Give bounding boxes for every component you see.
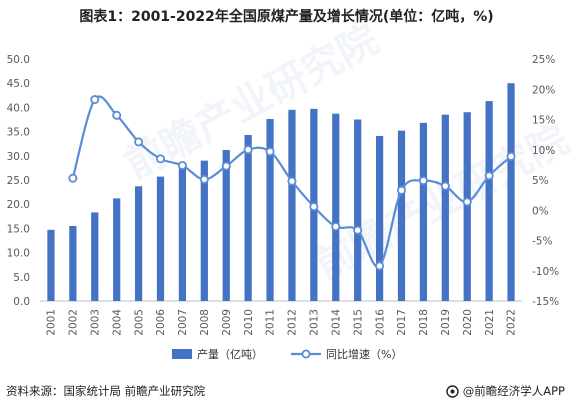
brand-logo-icon <box>446 384 459 398</box>
x-tick-label: 2008 <box>199 309 211 336</box>
bar-production <box>69 225 77 301</box>
growth-point <box>112 110 122 120</box>
bar-production <box>47 229 55 301</box>
legend-line-marker <box>301 349 311 359</box>
bar-production <box>332 113 340 301</box>
chart-canvas: 0.0 5.0 10.0 15.0 20.0 25.0 30.0 35.0 40.0 45.0 50… <box>7 54 560 361</box>
y-right-tick-label: 5% <box>532 175 549 187</box>
x-tick-label: 2002 <box>68 309 80 336</box>
y-left-tick-label: 50.0 <box>7 54 30 66</box>
y-left-tick-label: 0.0 <box>13 296 30 308</box>
growth-point <box>506 151 516 161</box>
bar-production <box>222 149 230 301</box>
growth-point <box>484 171 494 181</box>
x-tick-label: 2001 <box>46 309 58 336</box>
x-tick-label: 2021 <box>484 309 496 336</box>
bar-production <box>463 112 471 302</box>
bar-production <box>156 176 165 301</box>
growth-point <box>309 202 319 212</box>
bar-production <box>507 83 515 301</box>
bar-production <box>354 119 362 301</box>
bar-production <box>266 119 274 302</box>
growth-point <box>243 145 253 155</box>
growth-point <box>177 160 187 170</box>
chart-title: 图表1：2001-2022年全国原煤产量及增长情况(单位：亿吨，%) <box>79 9 494 25</box>
y-left-tick-label: 45.0 <box>7 78 30 90</box>
growth-point <box>331 222 341 232</box>
growth-point <box>265 147 275 157</box>
x-tick-label: 2016 <box>374 309 386 336</box>
y-right-tick-label: -10% <box>532 266 559 278</box>
x-tick-label: 2022 <box>506 309 518 336</box>
y-right-tick-label: 15% <box>532 115 555 127</box>
x-tick-label: 2020 <box>462 309 474 336</box>
bar-production <box>91 212 99 301</box>
bar-production <box>397 130 406 301</box>
x-tick-label: 2005 <box>133 309 145 336</box>
x-tick-label: 2015 <box>352 309 364 336</box>
bar-production <box>288 109 296 301</box>
x-tick-label: 2012 <box>287 309 299 336</box>
x-tick-label: 2006 <box>155 309 167 336</box>
x-tick-label: 2019 <box>440 309 452 336</box>
y-right-tick-label: -15% <box>532 296 559 308</box>
bar-production <box>178 167 187 301</box>
growth-point <box>199 174 209 184</box>
x-tick-label: 2007 <box>177 309 189 336</box>
growth-point <box>68 173 78 183</box>
y-left-tick-label: 40.0 <box>7 102 30 114</box>
x-tick-label: 2003 <box>89 309 101 336</box>
growth-point <box>462 197 472 207</box>
y-right-tick-label: 0% <box>532 205 549 217</box>
x-tick-label: 2010 <box>243 309 255 336</box>
x-tick-label: 2013 <box>309 309 321 336</box>
y-left-tick-label: 5.0 <box>13 272 30 284</box>
y-left-tick-label: 25.0 <box>7 175 30 187</box>
x-tick-label: 2018 <box>418 309 430 336</box>
growth-point <box>375 261 385 271</box>
bar-production <box>113 198 121 301</box>
y-left-tick-label: 10.0 <box>7 248 30 260</box>
y-right-tick-label: 10% <box>532 145 555 157</box>
legend-bar-swatch <box>172 349 192 359</box>
brand-text: @前瞻经济学人APP <box>462 384 565 398</box>
bar-production <box>134 186 143 301</box>
y-left-tick-label: 15.0 <box>7 223 30 235</box>
bar-production <box>441 114 449 301</box>
growth-point <box>90 95 100 105</box>
y-left-tick-label: 30.0 <box>7 151 30 163</box>
x-tick-label: 2004 <box>111 309 123 336</box>
growth-point <box>418 176 428 186</box>
y-right-tick-label: -5% <box>532 236 552 248</box>
growth-point <box>396 185 406 195</box>
bar-production <box>244 134 252 301</box>
bar-production <box>200 160 208 301</box>
source-note: 资料来源：国家统计局 前瞻产业研究院 <box>6 384 206 398</box>
x-tick-label: 2011 <box>265 309 277 336</box>
x-tick-label: 2014 <box>330 309 342 336</box>
y-right-tick-label: 25% <box>532 54 555 66</box>
legend-line-label: 同比增速（%） <box>326 347 402 361</box>
bar-production <box>375 135 384 301</box>
x-tick-label: 2017 <box>396 309 408 336</box>
bar-production <box>485 101 493 301</box>
y-left-tick-label: 20.0 <box>7 199 30 211</box>
growth-point <box>287 176 297 186</box>
legend-bar-label: 产量（亿吨） <box>197 347 263 361</box>
growth-point <box>155 154 165 164</box>
y-left-tick-label: 35.0 <box>7 127 30 139</box>
growth-point <box>134 137 144 147</box>
growth-point <box>440 181 450 191</box>
brand-credit: @前瞻经济学人APP <box>446 383 565 399</box>
growth-point <box>353 225 363 235</box>
growth-point <box>221 161 231 171</box>
x-tick-label: 2009 <box>221 309 233 336</box>
bar-production <box>419 122 428 301</box>
y-right-tick-label: 20% <box>532 84 555 96</box>
